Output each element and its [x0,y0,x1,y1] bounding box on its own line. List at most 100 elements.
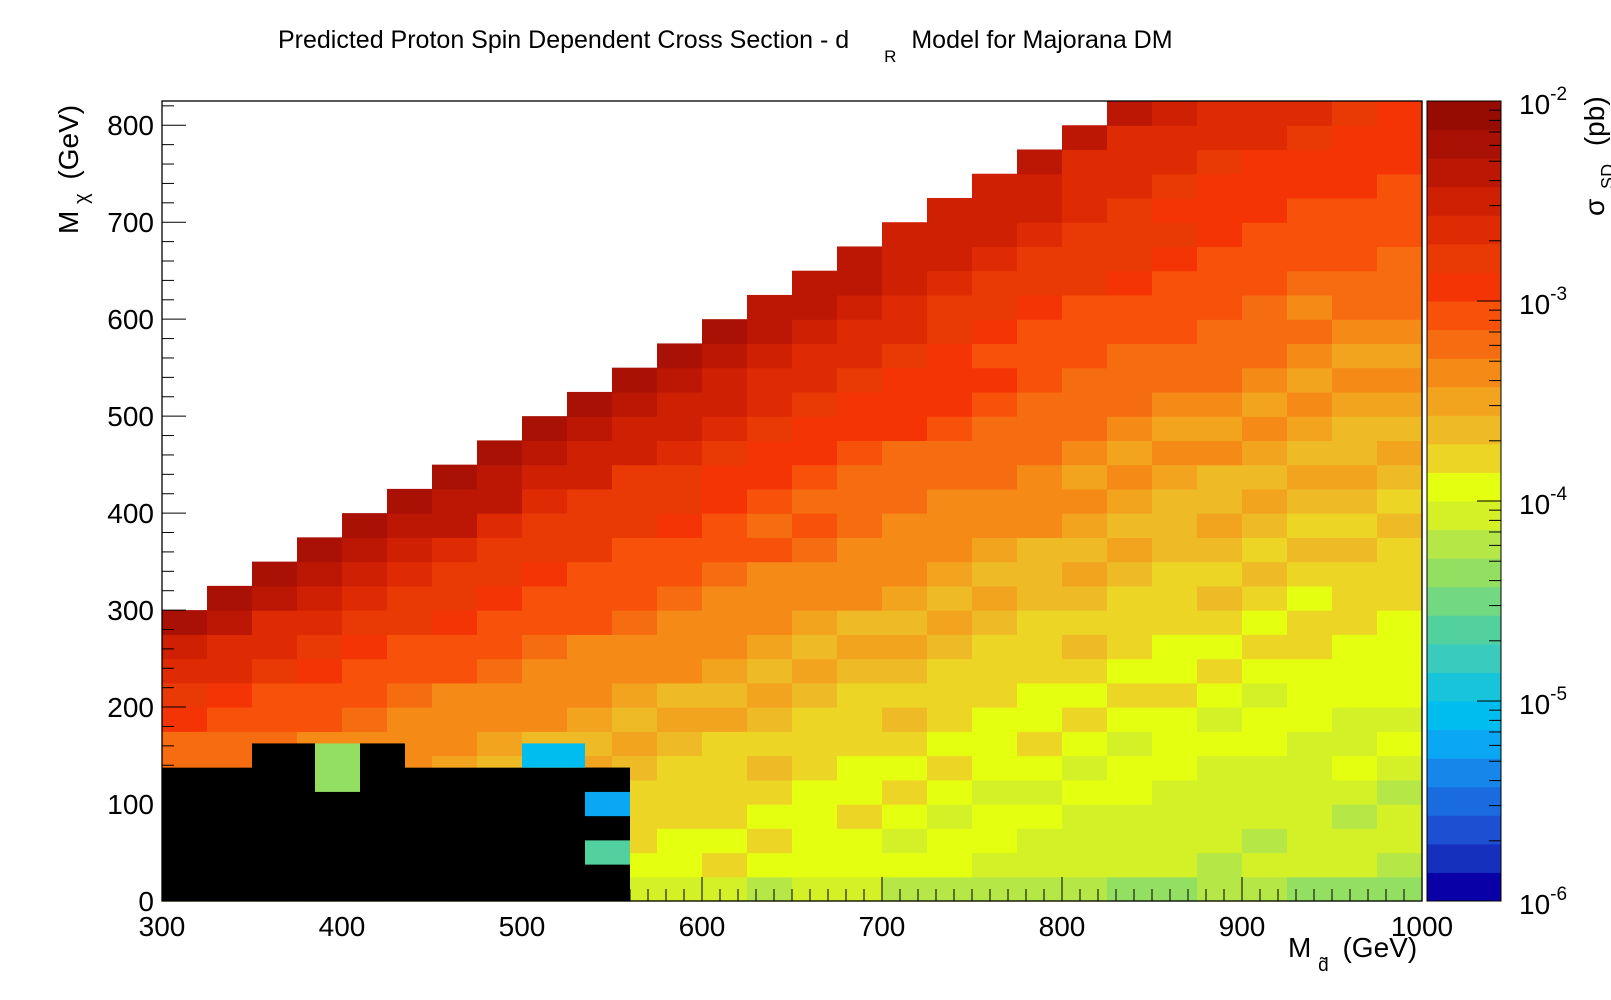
heatmap-cell [747,658,793,684]
heatmap-cell [1062,416,1108,441]
heatmap-cell [1152,197,1198,223]
heatmap-cell [837,682,883,708]
heatmap-cell [1332,197,1378,223]
heatmap-cell [702,852,748,878]
heatmap-cell [207,634,253,660]
heatmap-cell [702,804,748,829]
heatmap-cell [927,416,973,441]
heatmap-cell [747,367,793,393]
x-tick-label: 1000 [1391,911,1453,942]
color-scale-band [1427,186,1501,216]
heatmap-cell [837,464,883,490]
color-scale-band [1427,501,1501,531]
heatmap-cell [657,658,703,684]
heatmap-cell [1107,804,1153,829]
heatmap-cell [657,561,703,587]
heatmap-cell [1107,488,1153,514]
heatmap-cell [1152,343,1198,369]
heatmap-cell [612,585,658,611]
heatmap-cell [1017,343,1063,369]
heatmap-cell [702,610,748,635]
heatmap-cell [837,246,883,272]
heatmap-cell [972,391,1018,417]
color-scale-band [1427,129,1501,159]
heatmap-cell [1377,876,1423,902]
heatmap-cell [432,513,478,538]
heatmap-cell [972,731,1018,757]
color-scale-band [1427,586,1501,616]
heatmap-cell [1152,852,1198,878]
color-scale-band [1427,158,1501,188]
heatmap-cell [1107,101,1153,126]
x-axis: 300 400 500 600 700 800 900 1000 [139,877,1453,942]
heatmap-cell [567,513,613,538]
heatmap-cell [702,537,748,563]
heatmap-cell [882,561,928,587]
heatmap-cell [747,731,793,757]
heatmap-cell [972,319,1018,345]
y-tick-label: 700 [107,207,154,238]
heatmap-cell [315,743,360,792]
excluded-cell [162,767,252,901]
heatmap-cell [1242,682,1288,708]
heatmap-cell [1287,658,1333,684]
heatmap-cell [882,246,928,272]
heatmap-cell [567,416,613,441]
heatmap-cell [387,682,433,708]
heatmap-cell [792,488,838,514]
heatmap-cell [162,610,208,635]
heatmap-cell [927,682,973,708]
heatmap-cell [1107,149,1153,175]
heatmap-cell [1197,246,1243,272]
heatmap-cell [1152,464,1198,490]
heatmap-cell [1062,682,1108,708]
heatmap-cell [792,294,838,320]
heatmap-cell [1017,804,1063,829]
heatmap-cell [1332,755,1378,781]
heatmap-cell [342,658,388,684]
heatmap-cell [882,416,928,441]
heatmap-cell [1377,270,1423,296]
heatmap-cell [747,876,793,902]
heatmap-cell [657,513,703,538]
color-scale-label: 10-2 [1519,84,1567,120]
heatmap-cell [1107,561,1153,587]
heatmap-cell [1017,731,1063,757]
heatmap-cell [522,537,568,563]
heatmap-cell [702,343,748,369]
heatmap-cell [972,610,1018,635]
heatmap-cell [792,416,838,441]
heatmap-cell [657,585,703,611]
heatmap-cell [1062,319,1108,345]
heatmap-cell [1152,828,1198,854]
heatmap-cell [837,416,883,441]
heatmap-cell [1332,682,1378,708]
heatmap-cell [432,561,478,587]
heatmap-cell [1107,537,1153,563]
heatmap-cell [522,440,568,466]
heatmap-cell [1107,294,1153,320]
heatmap-cell [432,682,478,708]
heatmap-cell [1017,222,1063,248]
heatmap-cell [792,319,838,345]
heatmap-cell [657,610,703,635]
heatmap-cell [1152,125,1198,151]
heatmap-cell [1017,513,1063,538]
heatmap-cell [1287,610,1333,635]
heatmap-cell [972,246,1018,272]
heatmap-cell [612,537,658,563]
heatmap-cell [567,464,613,490]
excluded-cell [585,767,630,792]
color-scale-label: 10-6 [1519,884,1567,920]
heatmap-cell [657,682,703,708]
heatmap-cell [567,658,613,684]
heatmap-cell [1197,319,1243,345]
heatmap-cell [1197,634,1243,660]
heatmap-cell [1152,101,1198,126]
heatmap-cell [882,755,928,781]
heatmap-cell [1287,101,1333,126]
heatmap-cell [1107,464,1153,490]
heatmap-cell [882,391,928,417]
heatmap-cell [1287,173,1333,199]
heatmap-cell [837,561,883,587]
